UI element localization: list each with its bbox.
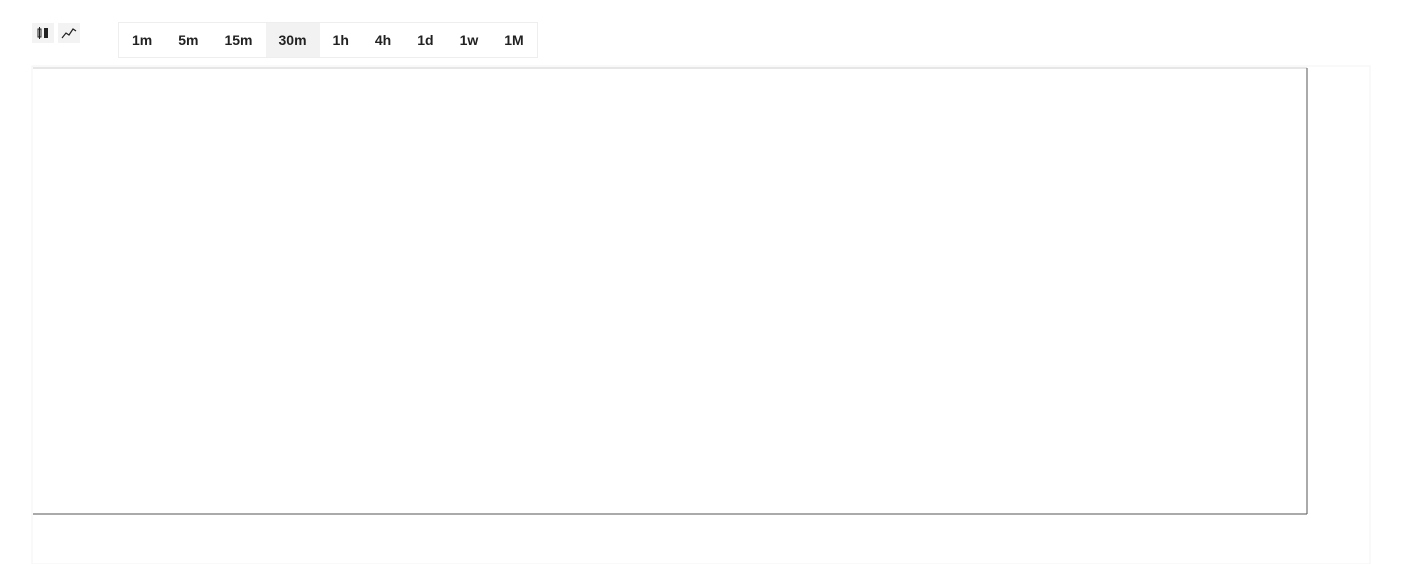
interval-button[interactable]: 1h (332, 32, 349, 48)
toolbar: 6161.56262.56363.56464.5/17 03:002025/11… (32, 22, 538, 58)
interval-button[interactable]: 30m (265, 23, 320, 57)
line-icon[interactable] (58, 23, 80, 43)
interval-button[interactable]: 4h (374, 32, 392, 48)
interval-button[interactable]: 15m (224, 32, 253, 48)
plot-frame (31, 65, 1371, 564)
candlestick-icon[interactable]: 6161.56262.56363.56464.5/17 03:002025/11… (32, 23, 54, 43)
interval-button[interactable]: 1w (459, 32, 479, 48)
interval-button[interactable]: 5m (178, 32, 199, 48)
interval-button[interactable]: 1d (417, 32, 434, 48)
chart-type-switch: 6161.56262.56363.56464.5/17 03:002025/11… (32, 23, 80, 43)
interval-buttons: 1m 5m 15m 30m 1h 4h 1d 1w 1M (118, 22, 538, 58)
interval-button[interactable]: 1M (504, 32, 524, 48)
interval-button[interactable]: 1m (132, 32, 153, 48)
